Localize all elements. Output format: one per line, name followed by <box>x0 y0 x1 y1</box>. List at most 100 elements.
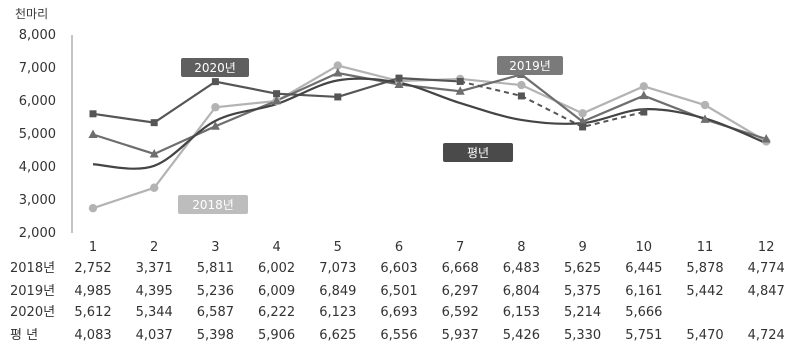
data-point-2020 <box>579 123 587 131</box>
table-cell: 7,073 <box>319 261 356 276</box>
x-tick-label: 9 <box>578 240 586 255</box>
table-cell: 5,236 <box>197 284 234 299</box>
data-point-2018 <box>517 80 526 90</box>
table-cell: 5,612 <box>74 305 111 320</box>
data-point-2020 <box>456 77 464 85</box>
series-line-2020-forecast <box>459 80 645 128</box>
annotation-label: 2020년 <box>194 61 236 75</box>
data-point-2020 <box>517 92 525 100</box>
y-tick-label: 2,000 <box>19 226 56 241</box>
table-cell: 5,398 <box>197 328 234 343</box>
table-cell: 6,161 <box>625 284 662 299</box>
table-cell: 6,123 <box>319 305 356 320</box>
data-point-2019 <box>88 129 98 138</box>
table-cell: 4,847 <box>748 284 785 299</box>
data-point-2019 <box>578 116 588 126</box>
annotation-label: 평년 <box>467 146 489 160</box>
table-cell: 6,556 <box>380 328 417 343</box>
y-tick-label: 8,000 <box>19 28 56 43</box>
table-cell: 5,470 <box>686 328 723 343</box>
table-cell: 4,037 <box>136 328 173 343</box>
data-point-2019 <box>639 90 649 100</box>
table-cell: 5,214 <box>564 305 601 320</box>
data-point-2020 <box>395 74 403 82</box>
x-tick-label: 1 <box>89 240 97 255</box>
table-cell: 6,153 <box>503 305 540 320</box>
annotation-label: 2018년 <box>192 198 234 212</box>
data-point-2019 <box>761 134 771 143</box>
data-point-2019 <box>455 86 465 95</box>
data-point-2019 <box>333 67 343 77</box>
table-cell: 5,344 <box>136 305 173 320</box>
y-tick-label: 7,000 <box>19 61 56 76</box>
annotation-box <box>178 195 248 214</box>
data-point-2020 <box>211 78 219 86</box>
annotation-box <box>497 56 563 75</box>
series-line-1 <box>92 71 767 156</box>
unit-label: 천마리 <box>15 7 49 21</box>
table-cell: 6,804 <box>503 284 540 299</box>
table-row-label: 2018년 <box>10 261 55 276</box>
y-tick-label: 3,000 <box>19 193 56 208</box>
data-point-2018 <box>211 103 220 112</box>
table-cell: 6,849 <box>319 284 356 299</box>
data-point-2018 <box>88 203 98 213</box>
x-tick-label: 6 <box>395 240 403 255</box>
data-point-2020 <box>89 110 97 118</box>
table-cell: 5,375 <box>564 284 601 299</box>
table-cell: 6,297 <box>442 284 479 299</box>
table-cell: 3,371 <box>136 261 173 276</box>
x-tick-label: 12 <box>758 240 775 255</box>
y-tick-label: 5,000 <box>19 127 56 142</box>
x-tick-label: 4 <box>272 240 280 255</box>
data-point-2020 <box>334 93 342 101</box>
table-cell: 4,083 <box>74 328 111 343</box>
table-cell: 6,002 <box>258 261 295 276</box>
data-point-2020 <box>640 108 648 116</box>
x-tick-label: 5 <box>334 240 342 255</box>
x-tick-label: 8 <box>517 240 525 255</box>
data-point-2020 <box>273 90 281 98</box>
table-cell: 6,587 <box>197 305 234 320</box>
data-point-2020 <box>150 119 158 127</box>
table-cell: 6,603 <box>380 261 417 276</box>
y-tick-label: 6,000 <box>19 94 56 109</box>
x-tick-label: 10 <box>636 240 653 255</box>
table-cell: 6,693 <box>380 305 417 320</box>
x-tick-label: 7 <box>456 240 464 255</box>
data-point-2019 <box>394 79 404 88</box>
series-line-normal-year <box>92 77 767 170</box>
table-cell: 5,937 <box>442 328 479 343</box>
table-cell: 6,483 <box>503 261 540 276</box>
data-point-2019 <box>272 95 282 105</box>
table-cell: 6,668 <box>442 261 479 276</box>
data-point-2018 <box>333 61 342 70</box>
data-point-2018 <box>578 109 587 118</box>
annotation-box <box>181 58 249 77</box>
table-row-label: 2019년 <box>10 284 55 299</box>
table-cell: 5,426 <box>503 328 540 343</box>
table-cell: 4,774 <box>748 261 785 276</box>
x-tick-label: 2 <box>150 240 158 255</box>
data-point-2019 <box>700 114 710 123</box>
data-point-2018 <box>639 82 648 91</box>
table-cell: 5,666 <box>625 305 662 320</box>
table-cell: 5,625 <box>564 261 601 276</box>
table-cell: 4,724 <box>748 328 785 343</box>
y-tick-label: 4,000 <box>19 160 56 175</box>
table-row-label: 2020년 <box>10 305 55 320</box>
table-cell: 4,395 <box>136 284 173 299</box>
x-tick-label: 11 <box>697 240 714 255</box>
table-row-label: 평 년 <box>10 328 38 343</box>
table-cell: 6,592 <box>442 305 479 320</box>
table-cell: 5,906 <box>258 328 295 343</box>
table-cell: 4,985 <box>74 284 111 299</box>
table-cell: 5,751 <box>625 328 662 343</box>
annotation-label: 2019년 <box>509 59 551 73</box>
table-cell: 5,442 <box>686 284 723 299</box>
table-cell: 5,330 <box>564 328 601 343</box>
table-cell: 6,625 <box>319 328 356 343</box>
x-tick-label: 3 <box>211 240 219 255</box>
data-point-2019 <box>149 148 159 158</box>
